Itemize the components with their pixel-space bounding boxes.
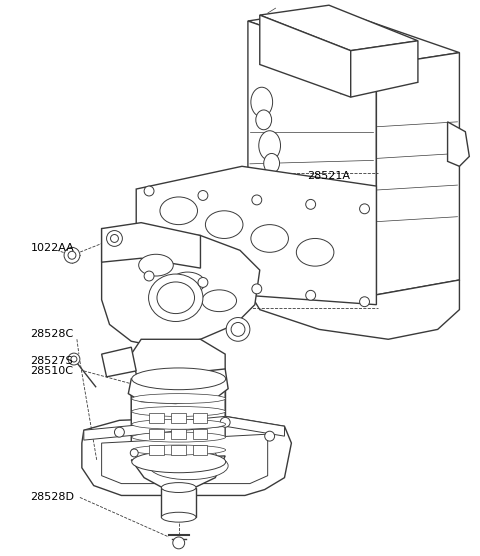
Circle shape	[198, 277, 208, 287]
Circle shape	[252, 195, 262, 205]
Ellipse shape	[297, 220, 325, 237]
Ellipse shape	[170, 272, 205, 294]
Polygon shape	[128, 369, 228, 404]
Bar	[149, 445, 164, 455]
Ellipse shape	[267, 174, 288, 204]
Polygon shape	[136, 166, 376, 305]
Polygon shape	[102, 347, 136, 377]
Polygon shape	[102, 229, 260, 347]
Circle shape	[64, 247, 80, 263]
Circle shape	[204, 450, 216, 462]
Circle shape	[160, 454, 172, 466]
Bar	[171, 414, 186, 423]
Polygon shape	[131, 377, 225, 466]
Ellipse shape	[132, 419, 226, 429]
Circle shape	[110, 235, 119, 242]
Circle shape	[360, 297, 370, 307]
Polygon shape	[248, 8, 459, 66]
Circle shape	[306, 200, 316, 209]
Ellipse shape	[132, 432, 226, 442]
Circle shape	[360, 204, 370, 214]
Text: 1022AA: 1022AA	[30, 244, 74, 254]
Circle shape	[220, 418, 230, 427]
Polygon shape	[447, 122, 469, 166]
Ellipse shape	[309, 247, 337, 265]
Text: 28528D: 28528D	[30, 493, 74, 503]
Ellipse shape	[149, 452, 228, 480]
Circle shape	[173, 537, 185, 549]
Ellipse shape	[279, 240, 295, 260]
Polygon shape	[351, 41, 418, 97]
Circle shape	[68, 251, 76, 259]
Text: 28510C: 28510C	[30, 366, 73, 376]
Circle shape	[306, 290, 316, 300]
Bar	[192, 429, 207, 439]
Circle shape	[114, 427, 124, 437]
Bar	[149, 414, 164, 423]
Ellipse shape	[139, 254, 173, 276]
Polygon shape	[260, 5, 418, 51]
Ellipse shape	[251, 225, 288, 252]
Text: 28521A: 28521A	[307, 171, 350, 181]
Polygon shape	[376, 53, 459, 295]
Circle shape	[252, 284, 262, 294]
Polygon shape	[245, 255, 459, 339]
Ellipse shape	[161, 483, 196, 493]
Circle shape	[68, 353, 80, 365]
Text: 28527S: 28527S	[30, 356, 73, 366]
Ellipse shape	[132, 394, 226, 404]
Ellipse shape	[296, 239, 334, 266]
Ellipse shape	[132, 368, 226, 390]
Ellipse shape	[286, 192, 313, 210]
Ellipse shape	[161, 512, 196, 522]
Text: 28528C: 28528C	[30, 329, 74, 339]
Ellipse shape	[202, 290, 237, 311]
Circle shape	[107, 231, 122, 246]
Circle shape	[226, 317, 250, 341]
Circle shape	[231, 322, 245, 336]
Ellipse shape	[256, 110, 272, 130]
Ellipse shape	[160, 197, 197, 225]
Ellipse shape	[157, 282, 194, 314]
Circle shape	[71, 356, 77, 362]
Circle shape	[198, 191, 208, 200]
Circle shape	[144, 271, 154, 281]
Polygon shape	[131, 456, 225, 489]
Ellipse shape	[132, 451, 226, 473]
Circle shape	[144, 186, 154, 196]
Polygon shape	[131, 339, 225, 389]
Polygon shape	[102, 434, 268, 484]
Ellipse shape	[251, 87, 273, 117]
Ellipse shape	[205, 211, 243, 239]
Ellipse shape	[259, 131, 280, 160]
Polygon shape	[82, 416, 291, 495]
Bar	[149, 429, 164, 439]
Circle shape	[264, 431, 275, 441]
Bar	[171, 445, 186, 455]
Polygon shape	[248, 21, 376, 295]
Bar	[171, 429, 186, 439]
Circle shape	[130, 449, 138, 457]
Ellipse shape	[132, 406, 226, 416]
Polygon shape	[84, 416, 285, 440]
Polygon shape	[102, 222, 201, 268]
Ellipse shape	[275, 218, 296, 247]
Ellipse shape	[272, 197, 288, 217]
Polygon shape	[260, 15, 351, 97]
Polygon shape	[161, 488, 195, 517]
Bar	[192, 414, 207, 423]
Ellipse shape	[149, 274, 203, 321]
Ellipse shape	[264, 153, 279, 173]
Ellipse shape	[132, 445, 226, 455]
Bar	[192, 445, 207, 455]
